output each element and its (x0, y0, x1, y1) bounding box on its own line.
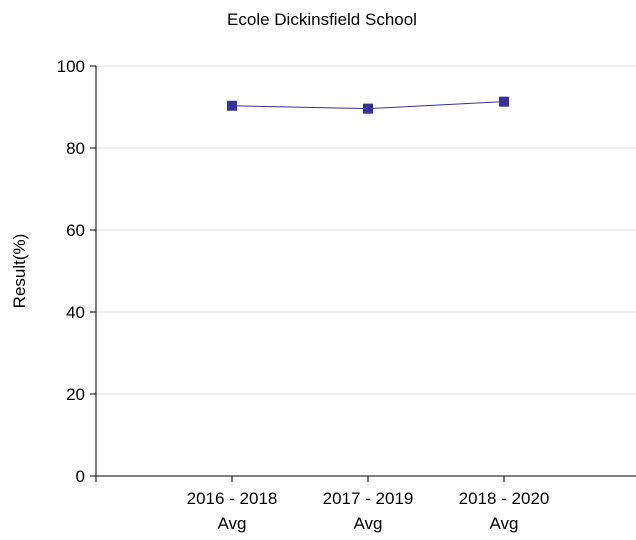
y-tick-label-40: 40 (66, 303, 85, 322)
gridlines (96, 65, 636, 395)
chart-title: Ecole Dickinsfield School (227, 10, 417, 29)
data-point-2 (499, 96, 509, 107)
data-series (227, 96, 509, 114)
y-tick-label-20: 20 (66, 385, 85, 404)
data-point-1 (363, 103, 373, 114)
y-tick-label-0: 0 (76, 467, 85, 486)
x-category-labels: 2016 - 2018 Avg 2017 - 2019 Avg 2018 - 2020 A… (187, 489, 550, 533)
y-tick-label-100: 100 (57, 57, 85, 76)
y-axis-label: Result(%) (10, 234, 29, 309)
y-tick-labels: 0 20 40 60 80 100 (57, 57, 85, 486)
axes (90, 65, 636, 482)
x-category-label-1: 2017 - 2019 Avg (323, 489, 414, 533)
y-tick-label-60: 60 (66, 221, 85, 240)
x-category-label-2: 2018 - 2020 Avg (459, 489, 550, 533)
y-tick-label-80: 80 (66, 139, 85, 158)
data-point-0 (227, 100, 237, 111)
x-category-label-0: 2016 - 2018 Avg (187, 489, 278, 533)
